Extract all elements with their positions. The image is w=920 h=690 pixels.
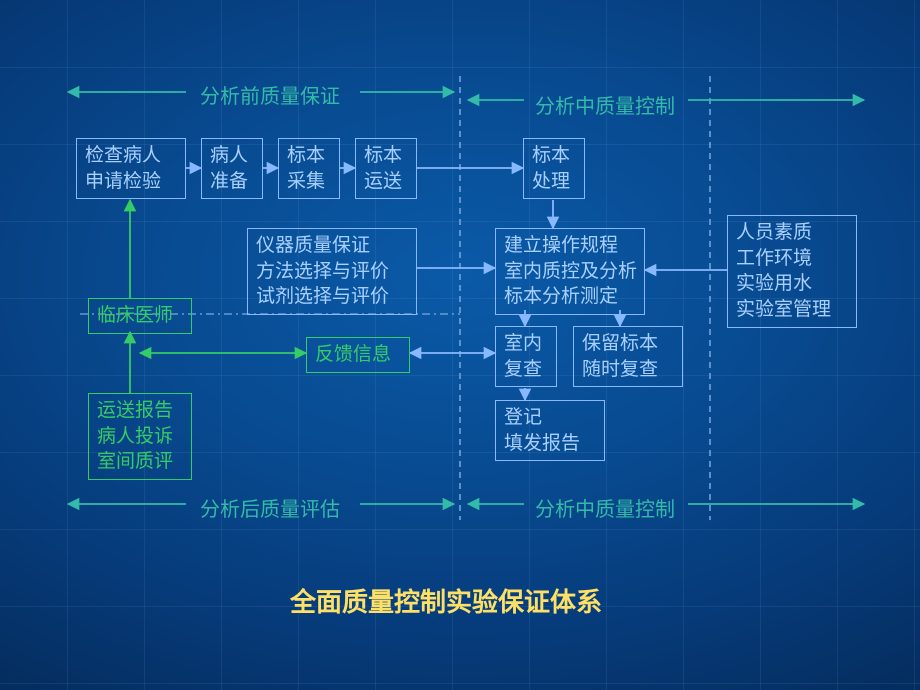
node-n_recheck: 室内复查	[495, 326, 557, 387]
node-n_check: 检查病人申请检验	[76, 138, 186, 199]
node-line: 保留标本	[582, 333, 658, 354]
node-line: 室内	[504, 333, 542, 354]
node-line: 室间质评	[97, 451, 173, 472]
diagram-title: 全面质量控制实验保证体系	[290, 582, 602, 619]
node-n_feedback: 反馈信息	[306, 337, 410, 373]
node-line: 运送	[364, 171, 402, 192]
section-label-post: 分析后质量评估	[200, 493, 340, 522]
node-line: 标本	[532, 145, 570, 166]
section-label-mid2: 分析中质量控制	[535, 493, 675, 522]
section-label-mid1: 分析中质量控制	[535, 90, 675, 119]
node-line: 反馈信息	[315, 344, 391, 365]
node-line: 实验用水	[736, 273, 812, 294]
node-line: 标本	[364, 145, 402, 166]
node-n_doctor: 临床医师	[88, 298, 192, 334]
node-n_trans: 标本运送	[355, 138, 417, 199]
node-n_prep: 病人准备	[201, 138, 263, 199]
node-n_collect: 标本采集	[278, 138, 340, 199]
node-n_instr: 仪器质量保证方法选择与评价试剂选择与评价	[247, 228, 417, 315]
node-line: 试剂选择与评价	[256, 286, 389, 307]
node-line: 标本	[287, 145, 325, 166]
node-n_proc: 标本处理	[523, 138, 585, 199]
node-line: 仪器质量保证	[256, 235, 370, 256]
diagram-stage: 检查病人申请检验病人准备标本采集标本运送标本处理仪器质量保证方法选择与评价试剂选…	[0, 0, 920, 690]
node-line: 准备	[210, 171, 248, 192]
node-n_keep: 保留标本随时复查	[573, 326, 683, 387]
node-n_report: 登记填发报告	[495, 400, 605, 461]
node-n_deliver: 运送报告病人投诉室间质评	[88, 393, 192, 480]
node-line: 实验室管理	[736, 299, 831, 320]
node-line: 申请检验	[85, 171, 161, 192]
node-line: 标本分析测定	[504, 286, 618, 307]
node-line: 采集	[287, 171, 325, 192]
section-label-pre: 分析前质量保证	[200, 80, 340, 109]
node-n_sop: 建立操作规程室内质控及分析标本分析测定	[495, 228, 645, 315]
node-line: 处理	[532, 171, 570, 192]
node-line: 随时复查	[582, 359, 658, 380]
node-line: 方法选择与评价	[256, 261, 389, 282]
node-line: 工作环境	[736, 248, 812, 269]
node-line: 建立操作规程	[504, 235, 618, 256]
node-line: 运送报告	[97, 400, 173, 421]
node-n_env: 人员素质工作环境实验用水实验室管理	[727, 215, 857, 328]
node-line: 填发报告	[504, 433, 580, 454]
node-line: 登记	[504, 407, 542, 428]
node-line: 检查病人	[85, 145, 161, 166]
node-line: 室内质控及分析	[504, 261, 637, 282]
node-line: 人员素质	[736, 222, 812, 243]
node-line: 病人	[210, 145, 248, 166]
node-line: 病人投诉	[97, 426, 173, 447]
node-line: 临床医师	[97, 305, 173, 326]
node-line: 复查	[504, 359, 542, 380]
